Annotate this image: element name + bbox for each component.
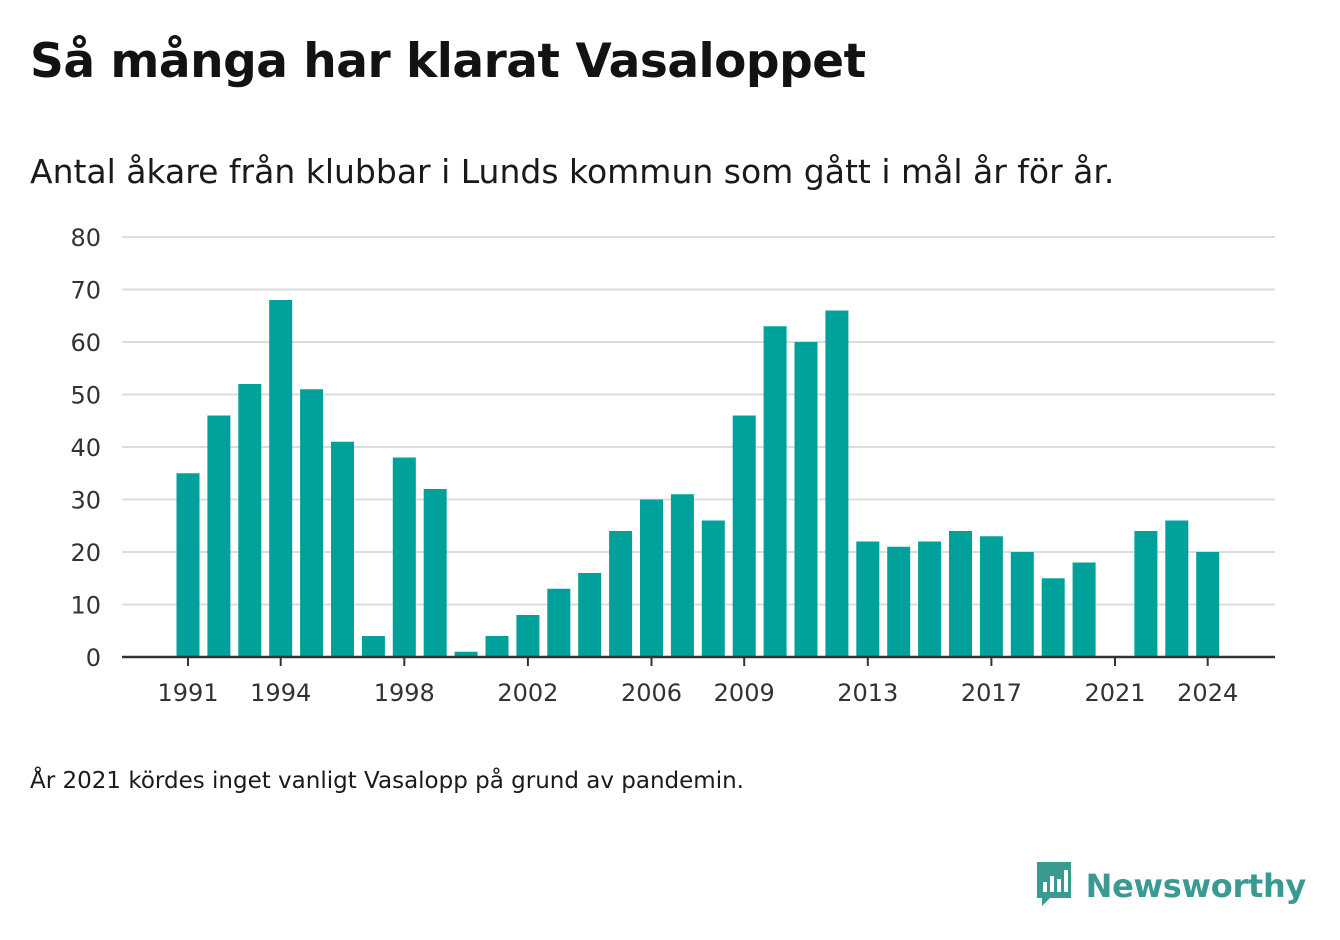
bar (609, 531, 633, 657)
bar (640, 499, 663, 657)
bar (856, 541, 880, 657)
bar (547, 588, 571, 657)
footnote: År 2021 kördes inget vanligt Vasalopp på… (30, 768, 744, 794)
bar (979, 536, 1003, 657)
y-tick-label: 10 (70, 592, 101, 620)
chart-title: Så många har klarat Vasaloppet (30, 34, 866, 89)
brand-name: Newsworthy (1085, 867, 1307, 905)
y-tick-label: 50 (70, 382, 101, 410)
x-tick-label: 2002 (497, 679, 558, 707)
y-tick-label: 0 (86, 644, 101, 672)
bar (485, 636, 509, 657)
y-tick-label: 60 (70, 329, 101, 357)
y-tick-label: 20 (70, 539, 101, 567)
bar (516, 615, 540, 657)
chart-subtitle: Antal åkare från klubbar i Lunds kommun … (30, 152, 1115, 191)
bar (701, 520, 725, 657)
bar (331, 441, 354, 657)
bar (361, 636, 385, 657)
bar (176, 473, 200, 657)
bar-chart: 0 10 20 30 40 50 60 70 80 1991 1994 1998 2002 2006 20… (70, 224, 1275, 707)
x-tick-label: 2013 (837, 679, 898, 707)
y-tick-label: 30 (70, 487, 101, 515)
bar (732, 415, 756, 657)
y-tick-label: 40 (70, 434, 101, 462)
bar (269, 300, 293, 657)
bar (918, 541, 942, 657)
x-tick-label: 2024 (1177, 679, 1238, 707)
bar (300, 389, 324, 657)
bar (670, 494, 694, 657)
bar (1041, 578, 1065, 657)
bar (1134, 531, 1158, 657)
x-tick-label: 2009 (714, 679, 775, 707)
x-tick-label: 1998 (374, 679, 435, 707)
x-tick-label: 1991 (157, 679, 218, 707)
bar (825, 310, 849, 657)
bar (1072, 562, 1096, 657)
x-tick-label: 2017 (961, 679, 1022, 707)
newsworthy-logo-icon (1034, 860, 1074, 912)
bar (578, 573, 602, 657)
bar (1196, 552, 1220, 657)
bar (887, 546, 911, 657)
x-tick-label: 1994 (250, 679, 311, 707)
bar (1010, 552, 1034, 657)
y-tick-label: 70 (70, 277, 101, 305)
bar (794, 342, 818, 657)
x-tick-label: 2006 (621, 679, 682, 707)
bar (454, 651, 478, 657)
bar (207, 415, 231, 657)
x-axis (122, 655, 1275, 666)
y-tick-label: 80 (70, 224, 101, 252)
y-axis-tick-labels: 0 10 20 30 40 50 60 70 80 (70, 224, 101, 672)
bars (176, 300, 1220, 657)
x-axis-tick-labels: 1991 1994 1998 2002 2006 2009 2013 2017 2021 2024 (157, 679, 1238, 707)
x-tick-label: 2021 (1084, 679, 1145, 707)
bar (392, 457, 416, 657)
bar (423, 489, 447, 657)
bar (238, 384, 262, 657)
brand-logo: Newsworthy (1034, 860, 1306, 912)
gridlines (122, 236, 1275, 606)
bar (763, 326, 787, 657)
bar (1165, 520, 1189, 657)
bar (949, 531, 972, 657)
